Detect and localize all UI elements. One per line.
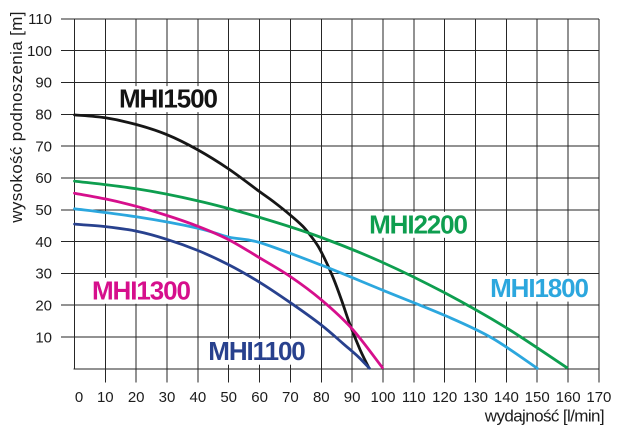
svg-text:MHI1500: MHI1500 (119, 84, 217, 114)
svg-text:MHI2200: MHI2200 (369, 209, 467, 239)
svg-text:70: 70 (35, 138, 52, 155)
svg-text:wydajność [l/min]: wydajność [l/min] (484, 407, 604, 426)
svg-text:0: 0 (75, 389, 83, 406)
svg-text:90: 90 (35, 75, 52, 92)
svg-text:120: 120 (432, 389, 457, 406)
svg-text:wysokość podnoszenia [m]: wysokość podnoszenia [m] (7, 11, 26, 224)
svg-text:60: 60 (251, 389, 268, 406)
svg-text:30: 30 (35, 266, 52, 283)
svg-text:20: 20 (128, 389, 145, 406)
svg-text:110: 110 (402, 389, 426, 406)
svg-text:60: 60 (35, 170, 52, 187)
svg-text:100: 100 (370, 389, 395, 406)
svg-text:110: 110 (28, 11, 52, 28)
svg-text:140: 140 (494, 389, 519, 406)
svg-text:50: 50 (35, 202, 52, 219)
svg-text:30: 30 (159, 389, 176, 406)
svg-text:90: 90 (344, 389, 361, 406)
svg-text:20: 20 (35, 297, 52, 314)
svg-text:40: 40 (190, 389, 207, 406)
svg-text:MHI1100: MHI1100 (208, 336, 305, 366)
svg-text:10: 10 (35, 329, 52, 346)
svg-text:MHI1800: MHI1800 (490, 273, 588, 303)
svg-text:100: 100 (27, 43, 52, 60)
svg-text:130: 130 (463, 389, 488, 406)
svg-text:70: 70 (282, 389, 299, 406)
svg-text:50: 50 (220, 389, 237, 406)
svg-text:80: 80 (313, 389, 330, 406)
svg-text:40: 40 (35, 234, 52, 251)
svg-text:150: 150 (525, 389, 550, 406)
svg-text:160: 160 (556, 389, 581, 406)
svg-text:10: 10 (97, 389, 114, 406)
svg-text:MHI1300: MHI1300 (92, 275, 190, 305)
svg-text:170: 170 (586, 389, 611, 406)
svg-text:80: 80 (35, 107, 52, 124)
